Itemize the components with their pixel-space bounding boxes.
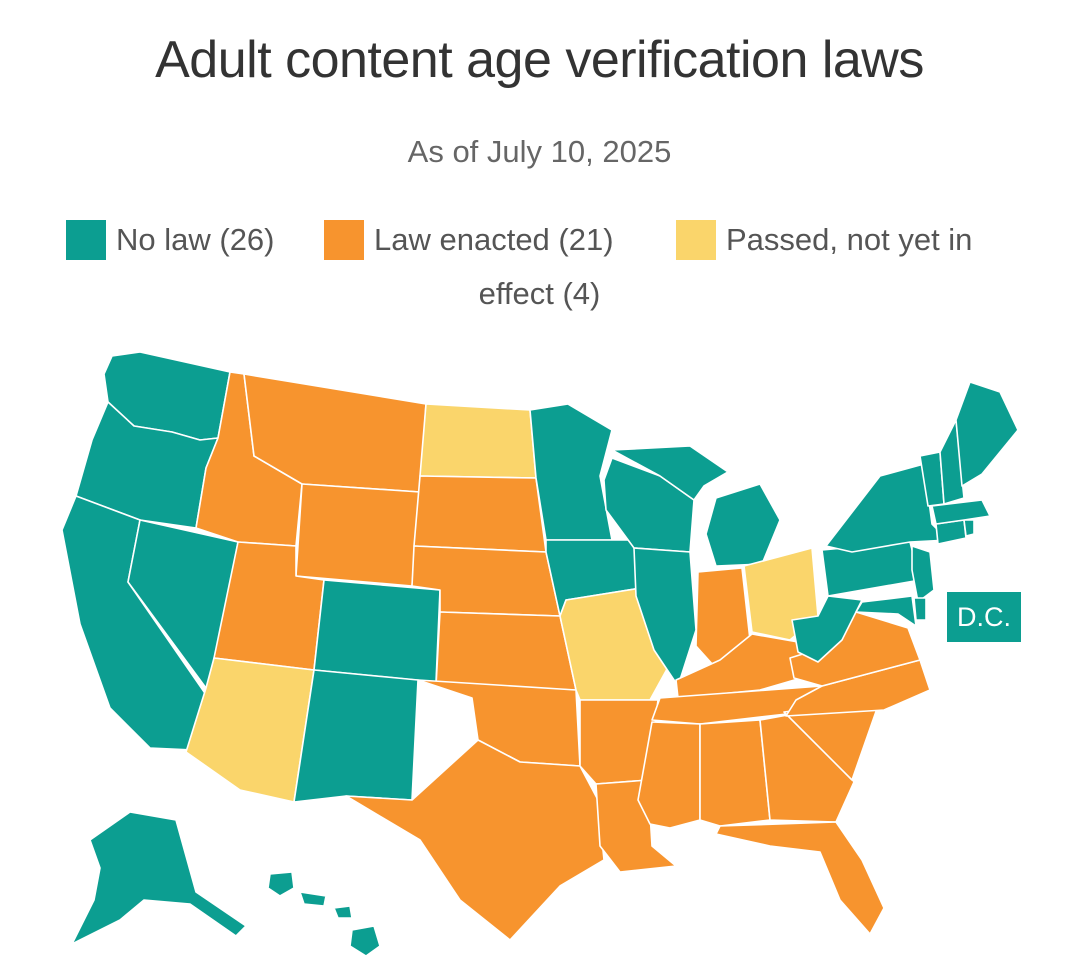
legend-swatch-law-enacted [324,220,364,260]
legend-label-passed: Passed, not yet in [726,222,973,257]
legend-item-law-enacted: Law enacted (21) [324,220,614,260]
state-me [955,381,1019,487]
map-subtitle: As of July 10, 2025 [407,134,672,169]
state-pa [821,541,921,597]
state-nj [911,545,935,603]
state-hi [267,871,381,957]
state-ak [71,811,247,945]
state-mn [529,403,613,541]
legend-label-no-law: No law (26) [116,222,275,257]
state-de [913,597,927,621]
state-ri [963,519,975,537]
state-wv [791,595,863,663]
map-title: Adult content age verification laws [155,31,924,89]
state-nm [293,669,419,803]
state-md [855,595,917,627]
state-co [313,579,441,683]
legend-swatch-no-law [66,220,106,260]
dc-marker: D.C. [947,592,1021,642]
legend-swatch-passed [676,220,716,260]
state-ma [931,499,991,525]
legend-item-no-law: No law (26) [66,220,275,260]
state-sd [413,475,547,553]
legend-item-passed: Passed, not yet in [676,220,972,260]
state-al [699,719,771,827]
state-ks [435,611,577,691]
state-wy [295,483,421,587]
legend-label-passed-continued: effect (4) [478,276,601,311]
legend-label-law-enacted: Law enacted (21) [374,222,614,257]
state-nd [419,403,537,479]
state-fl [715,821,885,935]
state-tx [345,739,605,941]
